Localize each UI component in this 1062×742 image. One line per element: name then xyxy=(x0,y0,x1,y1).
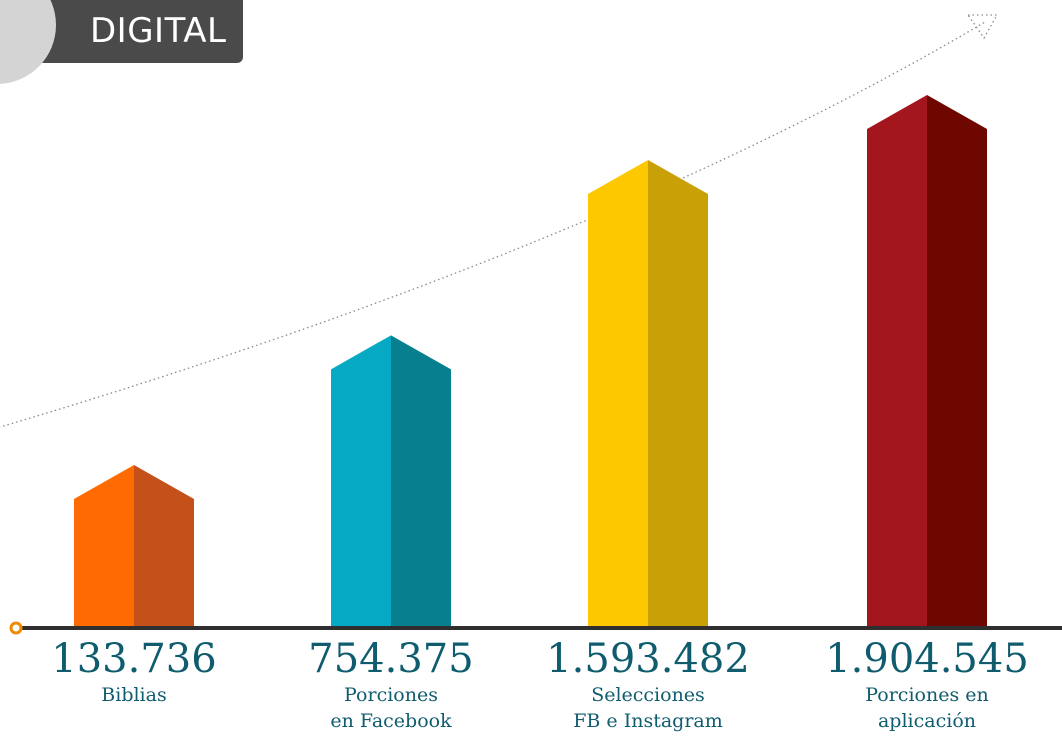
stat-value: 754.375 xyxy=(308,636,474,682)
bar-1 xyxy=(74,465,194,628)
section-title: DIGITAL xyxy=(90,11,227,51)
trend-arrow xyxy=(0,14,999,428)
stat-label: Biblias xyxy=(101,684,167,706)
bar-side xyxy=(391,335,451,628)
stat-label: Porciones xyxy=(344,684,438,706)
stat-label: Porciones en xyxy=(865,684,989,706)
baseline-axis xyxy=(9,621,1062,635)
stat-4: 1.904.545 Porciones en aplicación xyxy=(817,636,1037,734)
trend-line xyxy=(0,21,986,428)
stat-3: 1.593.482 Selecciones FB e Instagram xyxy=(538,636,758,734)
bar-front xyxy=(867,95,927,628)
stat-value: 133.736 xyxy=(51,636,217,682)
bar-side xyxy=(927,95,987,628)
stat-label: FB e Instagram xyxy=(573,710,723,732)
stat-value: 1.904.545 xyxy=(825,636,1029,682)
bar-side xyxy=(134,465,194,628)
bar-side xyxy=(648,159,708,629)
trend-arrowhead xyxy=(966,14,999,40)
axis-start-dot xyxy=(9,621,23,635)
bar-front xyxy=(331,335,391,628)
bar-3 xyxy=(588,159,708,629)
stat-1: 133.736 Biblias xyxy=(24,636,244,708)
stat-label: aplicación xyxy=(877,710,976,732)
bar-front xyxy=(588,159,648,629)
stat-2: 754.375 Porciones en Facebook xyxy=(281,636,501,734)
bar-front xyxy=(74,465,134,628)
bar-2 xyxy=(331,335,451,628)
bar-4 xyxy=(867,95,987,628)
bars xyxy=(74,95,987,629)
stat-value: 1.593.482 xyxy=(546,636,750,682)
stat-label: en Facebook xyxy=(330,710,452,732)
stat-label: Selecciones xyxy=(591,684,705,706)
